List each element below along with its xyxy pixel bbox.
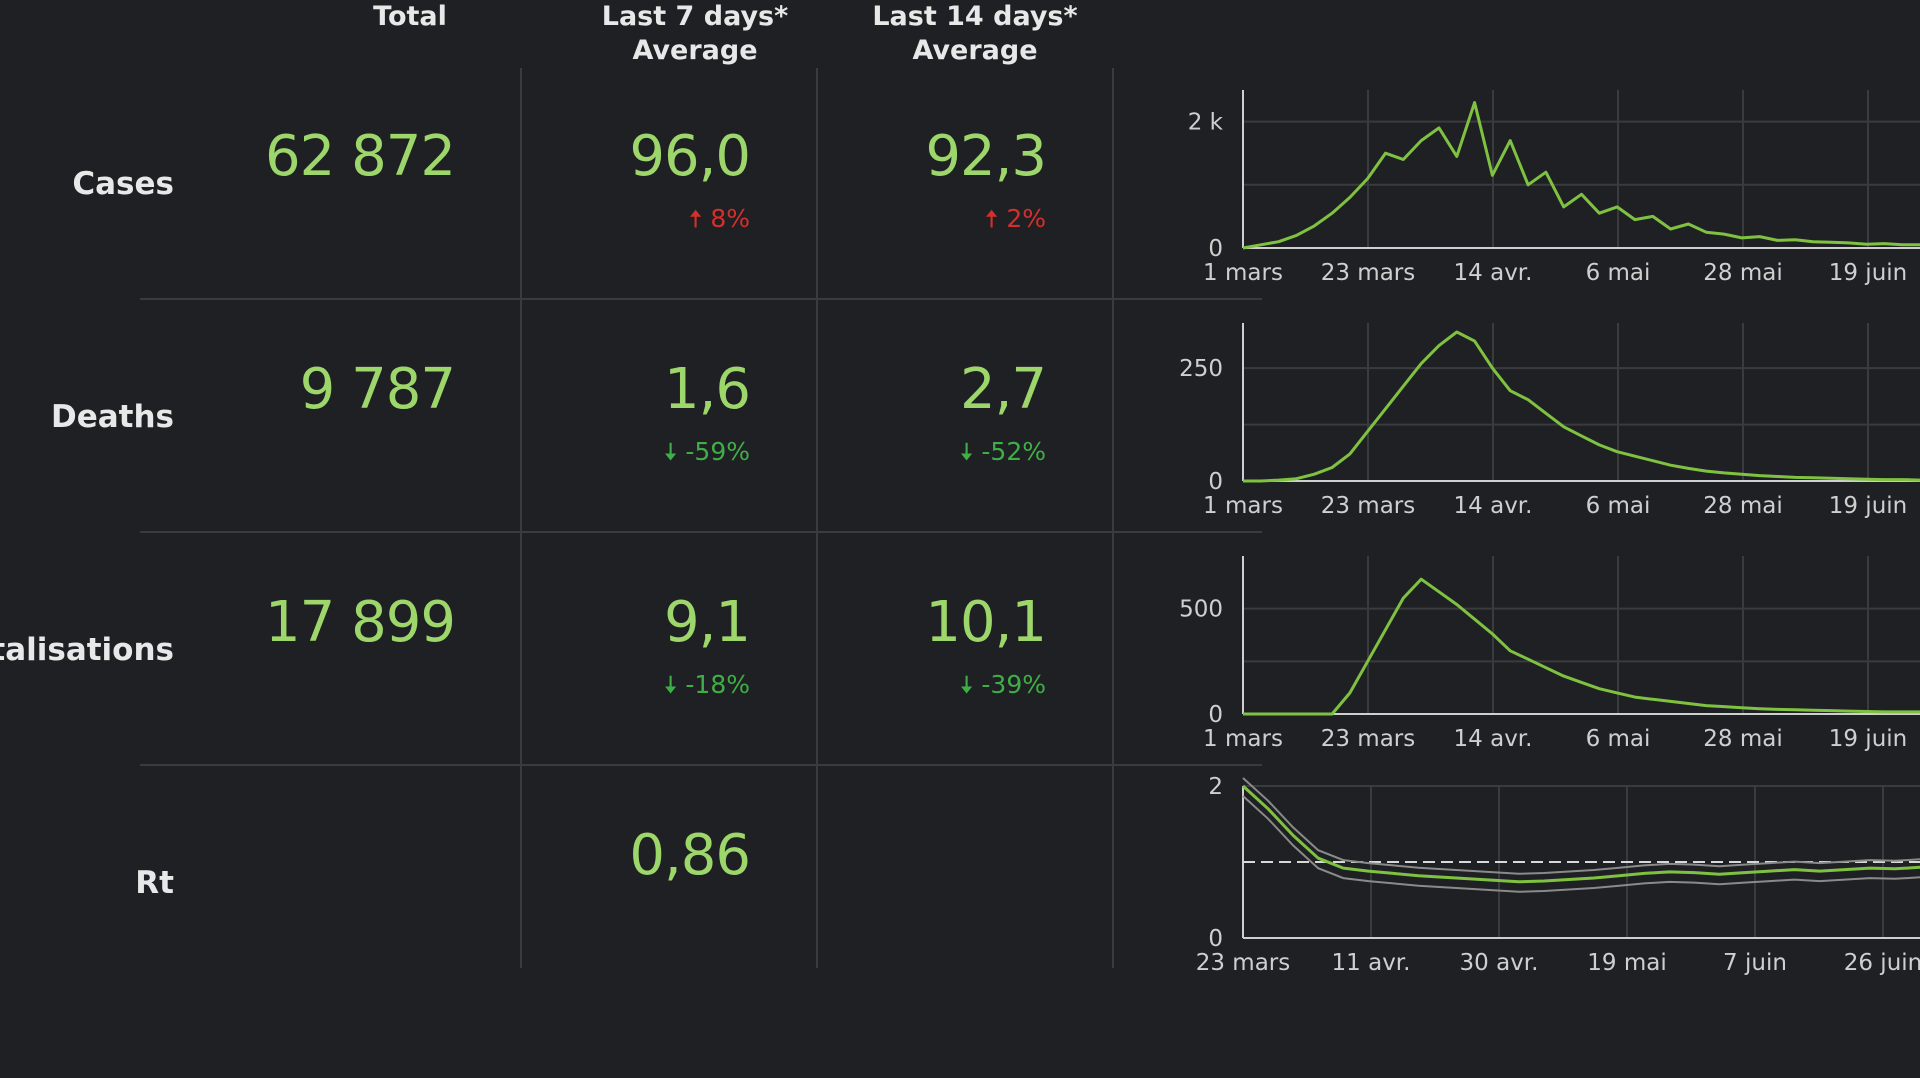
cases-avg7-change: 🠅 8% — [689, 200, 750, 243]
arrow-up-icon: 🠅 — [984, 204, 999, 233]
x-tick-label: 14 avr. — [1454, 726, 1533, 752]
hosp-avg14-change: 🠇 -39% — [960, 666, 1046, 709]
x-tick-label: 14 avr. — [1454, 493, 1533, 519]
deaths-avg14: 2,7 — [959, 357, 1047, 422]
hosp-avg7: 9,1 — [663, 590, 751, 655]
hosp-total: 17 899 — [265, 590, 456, 655]
row-divider — [140, 764, 1262, 766]
header-last14-line1: Last 14 days* — [872, 1, 1078, 32]
header-last7-line2: Average — [632, 35, 758, 66]
hosp-avg14-change-value: -39% — [981, 670, 1046, 699]
x-tick-label: 6 mai — [1586, 726, 1651, 752]
header-last7: Last 7 days* Average — [560, 0, 830, 68]
x-tick-label: 28 mai — [1703, 726, 1782, 752]
rt-avg7: 0,86 — [629, 823, 751, 888]
series-line — [1243, 577, 1920, 716]
cases-avg14-change: 🠅 2% — [985, 200, 1046, 243]
cases-avg14: 92,3 — [925, 124, 1047, 189]
x-tick-label: 30 avr. — [1460, 950, 1539, 976]
y-tick-label: 250 — [1179, 356, 1223, 382]
header-last14: Last 14 days* Average — [840, 0, 1110, 68]
column-divider — [520, 68, 522, 968]
series-line — [1243, 330, 1920, 483]
x-tick-label: 6 mai — [1586, 260, 1651, 286]
deaths-avg14-change: 🠇 -52% — [960, 433, 1046, 476]
x-tick-label: 19 juin — [1829, 493, 1908, 519]
cases-avg7-change-value: 8% — [710, 204, 750, 233]
x-tick-label: 19 juin — [1829, 260, 1908, 286]
x-tick-label: 1 mars — [1203, 726, 1283, 752]
header-total: Total — [340, 0, 480, 34]
deaths-avg7: 1,6 — [663, 357, 751, 422]
header-last14-line2: Average — [912, 35, 1038, 66]
row-label-hospitalisations: italisations — [0, 632, 174, 668]
x-tick-label: 1 mars — [1203, 260, 1283, 286]
header-total-label: Total — [373, 1, 447, 32]
arrow-up-icon: 🠅 — [688, 204, 703, 233]
x-tick-label: 19 mai — [1587, 950, 1666, 976]
arrow-down-icon: 🠇 — [959, 670, 974, 699]
row-divider — [140, 531, 1262, 533]
hospitalisations-chart: 1 mars 23 mars 14 avr. 6 mai 28 mai 19 juin 0 5… — [1179, 556, 1920, 752]
hosp-avg7-change-value: -18% — [685, 670, 750, 699]
x-tick-label: 23 mars — [1196, 950, 1291, 976]
x-tick-label: 1 mars — [1203, 493, 1283, 519]
deaths-total: 9 787 — [299, 357, 456, 422]
header-last7-line1: Last 7 days* — [601, 1, 789, 32]
deaths-avg14-change-value: -52% — [981, 437, 1046, 466]
x-tick-label: 7 juin — [1723, 950, 1787, 976]
cases-avg7: 96,0 — [629, 124, 751, 189]
hosp-avg7-change: 🠇 -18% — [664, 666, 750, 709]
x-tick-label: 28 mai — [1703, 260, 1782, 286]
cases-avg14-change-value: 2% — [1006, 204, 1046, 233]
deaths-avg7-change-value: -59% — [685, 437, 750, 466]
deaths-avg7-change: 🠇 -59% — [664, 433, 750, 476]
y-tick-label: 2 — [1208, 774, 1223, 800]
hosp-avg14: 10,1 — [925, 590, 1047, 655]
column-divider — [1112, 68, 1114, 968]
x-tick-label: 6 mai — [1586, 493, 1651, 519]
y-tick-label: 0 — [1208, 236, 1223, 262]
x-tick-label: 11 avr. — [1332, 950, 1411, 976]
arrow-down-icon: 🠇 — [959, 437, 974, 466]
x-tick-label: 19 juin — [1829, 726, 1908, 752]
series-line — [1241, 784, 1920, 884]
y-tick-label: 0 — [1208, 469, 1223, 495]
row-divider — [140, 298, 1262, 300]
x-tick-label: 23 mars — [1321, 493, 1416, 519]
y-tick-label: 0 — [1208, 702, 1223, 728]
column-divider — [816, 68, 818, 968]
row-label-rt: Rt — [135, 865, 174, 901]
series-line — [1242, 101, 1920, 250]
cases-total: 62 872 — [265, 124, 456, 189]
x-tick-label: 14 avr. — [1454, 260, 1533, 286]
series-line-lower — [1242, 795, 1920, 893]
row-label-deaths: Deaths — [50, 399, 174, 435]
rt-chart: 23 mars 11 avr. 30 avr. 19 mai 7 juin 26 juin… — [1196, 774, 1920, 976]
x-tick-label: 26 juin — [1844, 950, 1920, 976]
y-tick-label: 2 k — [1188, 110, 1224, 136]
cases-chart: 1 mars 23 mars 14 avr. 6 mai 28 mai 19 juin 0 2… — [1188, 90, 1920, 286]
x-tick-label: 23 mars — [1321, 726, 1416, 752]
y-tick-label: 0 — [1208, 926, 1223, 952]
deaths-chart: 1 mars 23 mars 14 avr. 6 mai 28 mai 19 juin 0 2… — [1179, 323, 1920, 519]
series-line-upper — [1242, 777, 1920, 875]
x-tick-label: 28 mai — [1703, 493, 1782, 519]
arrow-down-icon: 🠇 — [663, 670, 678, 699]
row-label-cases: Cases — [72, 166, 174, 202]
y-tick-label: 500 — [1179, 597, 1223, 623]
x-tick-label: 23 mars — [1321, 260, 1416, 286]
arrow-down-icon: 🠇 — [663, 437, 678, 466]
